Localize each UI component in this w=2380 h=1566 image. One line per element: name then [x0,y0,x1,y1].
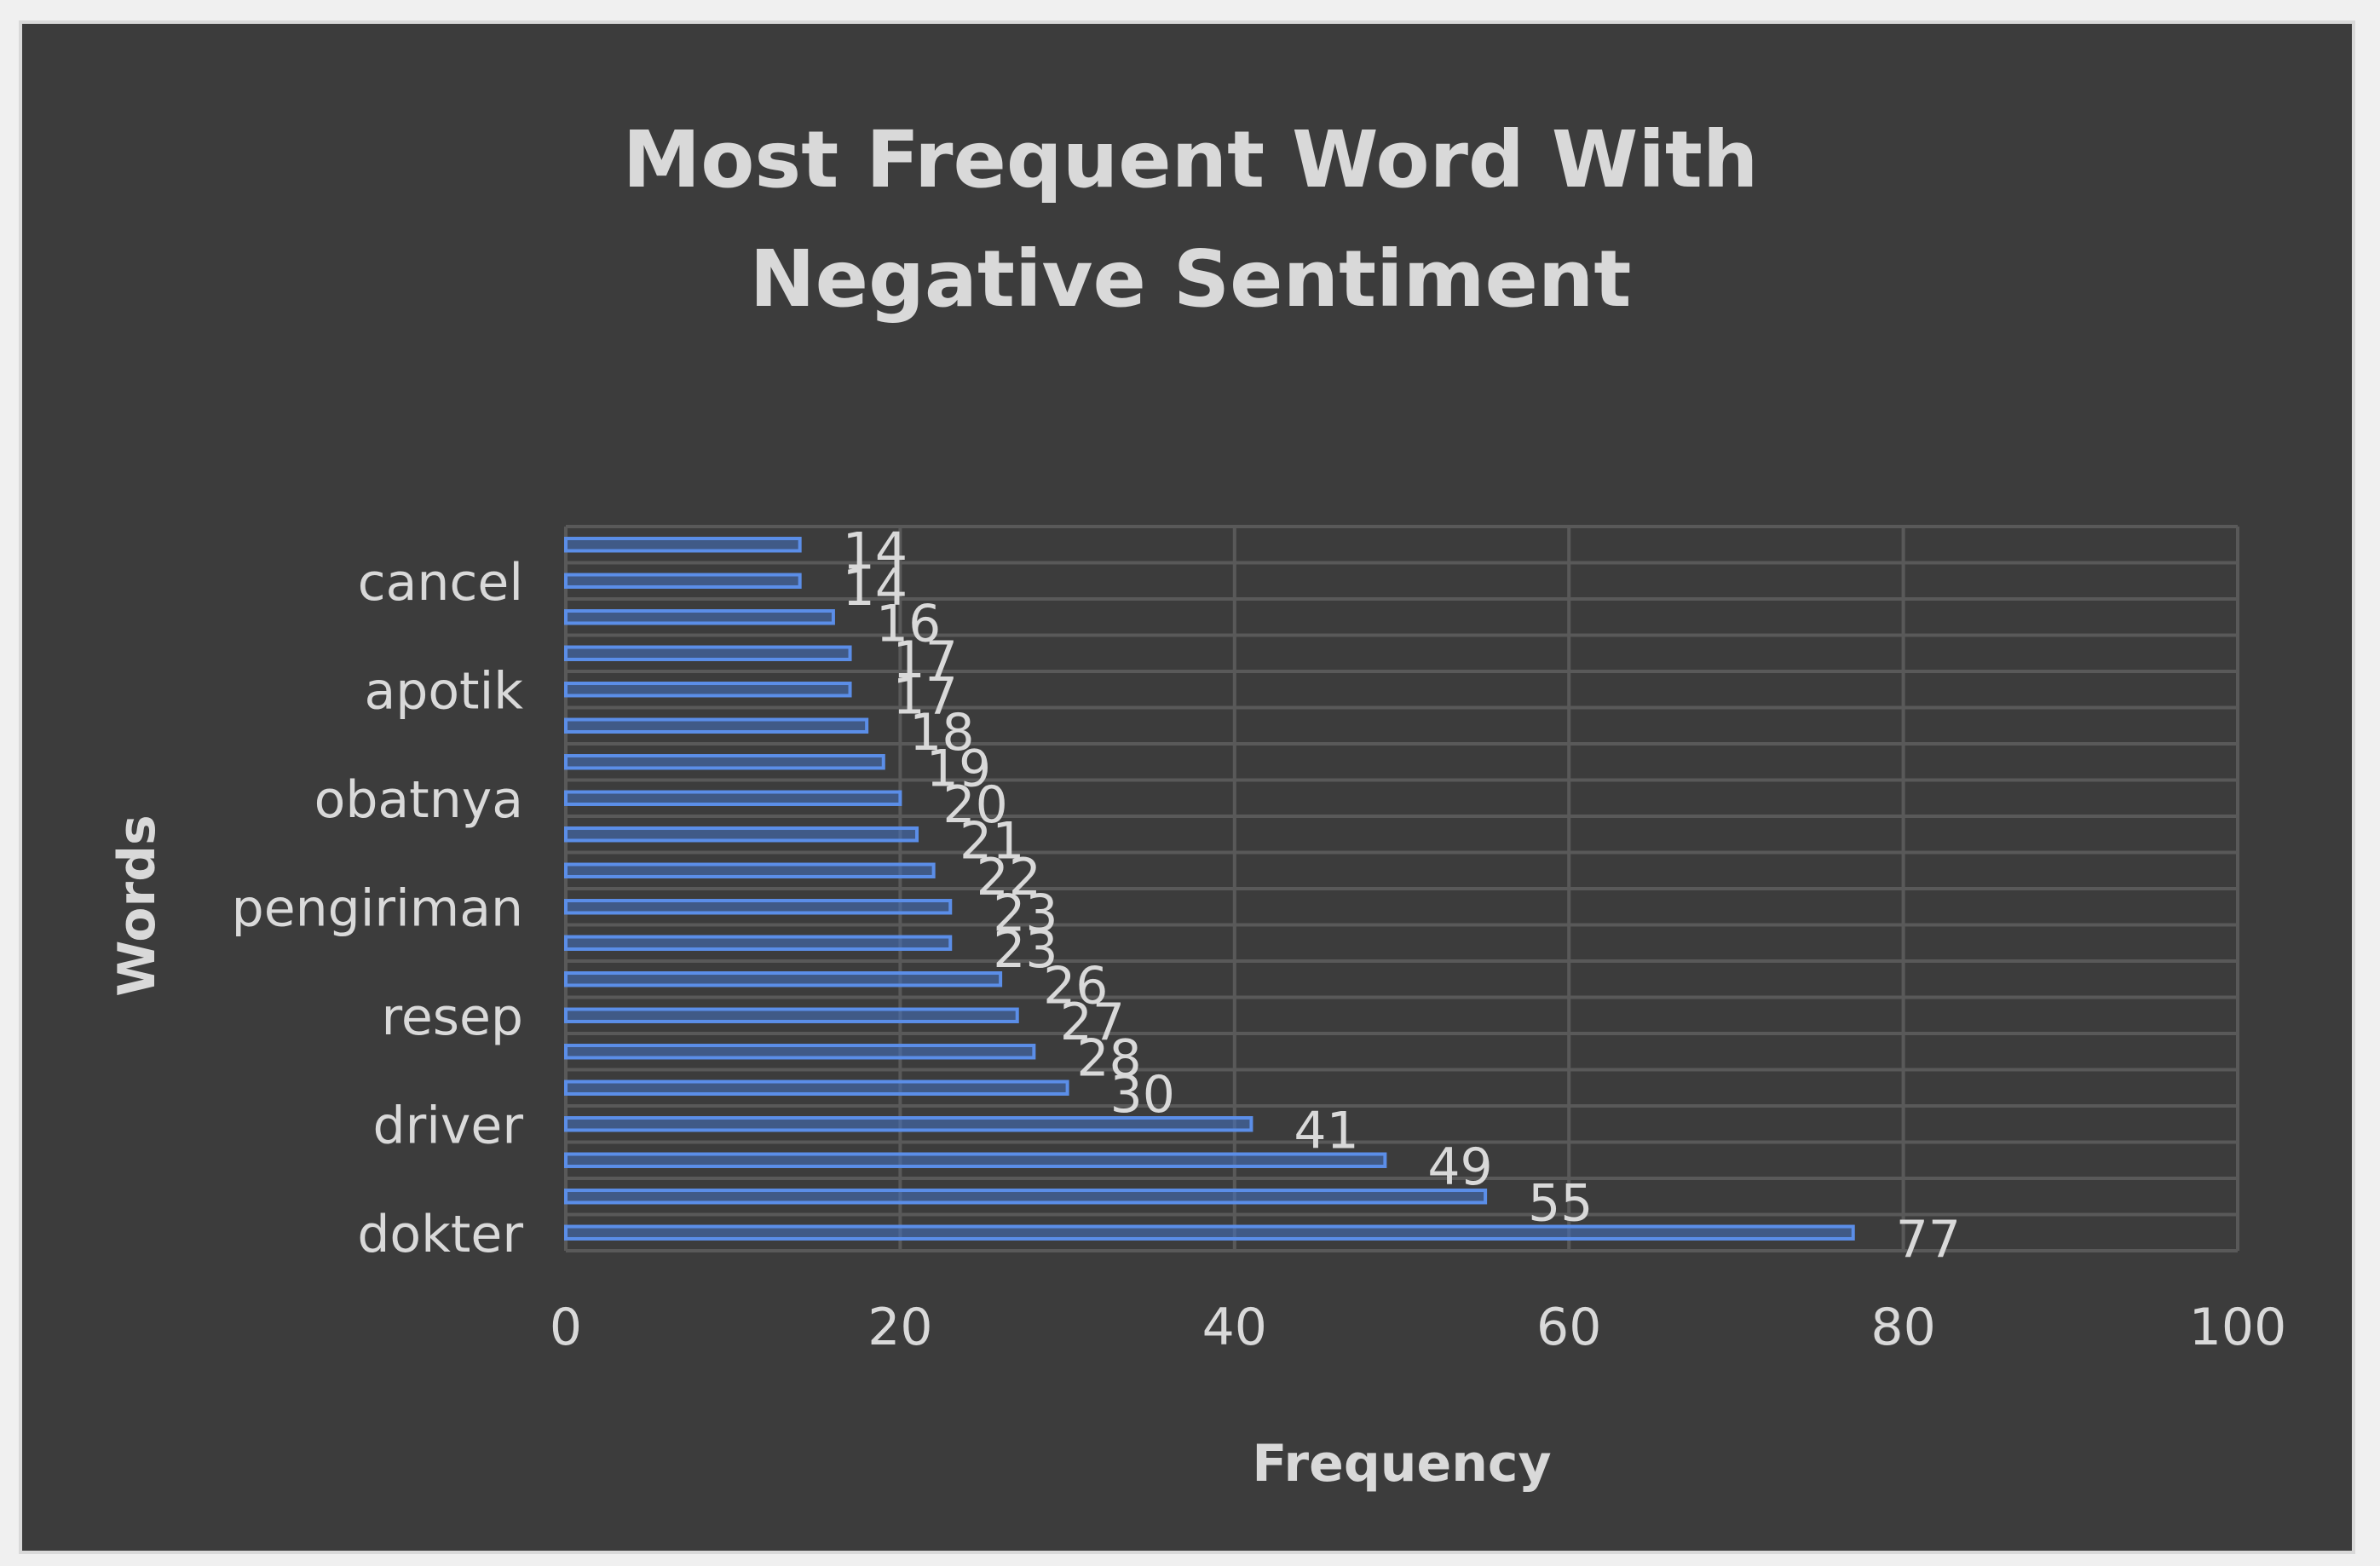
data-label: 21 [959,811,1024,871]
bar-layer [564,537,1855,1241]
bar [564,645,852,661]
data-label: 19 [926,739,991,798]
x-tick-label: 20 [867,1298,932,1357]
y-tick-label: pengiriman [232,878,523,938]
bar [564,717,869,734]
data-label: 27 [1060,993,1125,1052]
bar [564,537,802,553]
data-label: 17 [893,630,958,690]
x-tick-label: 100 [2189,1298,2287,1357]
data-label: 14 [843,558,908,618]
data-label: 28 [1076,1028,1141,1088]
data-label: 18 [909,703,974,763]
bar-chart: 7755494130282726232322212019181717161414… [107,521,2287,1494]
bar [564,1007,1019,1023]
grid-layer [564,525,2239,1252]
y-tick-label: cancel [358,553,523,613]
bar [564,935,953,951]
bar [564,1189,1488,1205]
chart-title: Most Frequent Word With Negative Sentime… [622,114,1759,325]
bar [564,1152,1387,1168]
data-label: 41 [1294,1101,1358,1160]
data-label: 14 [843,521,908,581]
data-label: 17 [893,666,958,726]
data-label: 55 [1528,1173,1593,1233]
bar [564,826,919,843]
data-label: 23 [993,884,1057,943]
x-tick-label: 80 [1870,1298,1935,1357]
bar [564,862,936,878]
y-tick-label: driver [372,1096,523,1155]
bar [564,573,802,589]
bar [564,1044,1036,1060]
data-label: 26 [1043,956,1108,1016]
data-label: 23 [993,920,1057,980]
x-axis-title: Frequency [1252,1434,1551,1494]
x-tick-label: 60 [1536,1298,1601,1357]
y-axis-title: Words [107,815,167,997]
x-tick-label: 40 [1202,1298,1267,1357]
bar [564,971,1003,987]
bar [564,1080,1069,1096]
chart-title-container: Most Frequent Word With Negative Sentime… [22,101,2359,339]
bar [564,790,902,806]
bar [564,682,852,698]
y-tick-label: apotik [364,661,523,721]
x-tick-label: 0 [550,1298,582,1357]
bar [564,899,953,915]
data-label: 20 [942,775,1007,835]
y-tick-label: resep [381,987,523,1047]
y-tick-label: dokter [357,1205,523,1264]
bar [564,1116,1253,1132]
bar [564,609,835,625]
chart-frame: Most Frequent Word With Negative Sentime… [19,20,2355,1554]
data-label: 77 [1896,1210,1961,1269]
y-tick-label: obatnya [314,770,523,830]
data-label: 49 [1427,1137,1492,1197]
data-label: 16 [876,594,941,653]
axis-layer: 0 20 40 60 80 100 dokter driver resep pengiriman o… [232,553,2287,1357]
data-label: 22 [977,848,1041,907]
data-label: 30 [1110,1065,1175,1125]
bar [564,1224,1855,1241]
bar [564,754,885,770]
